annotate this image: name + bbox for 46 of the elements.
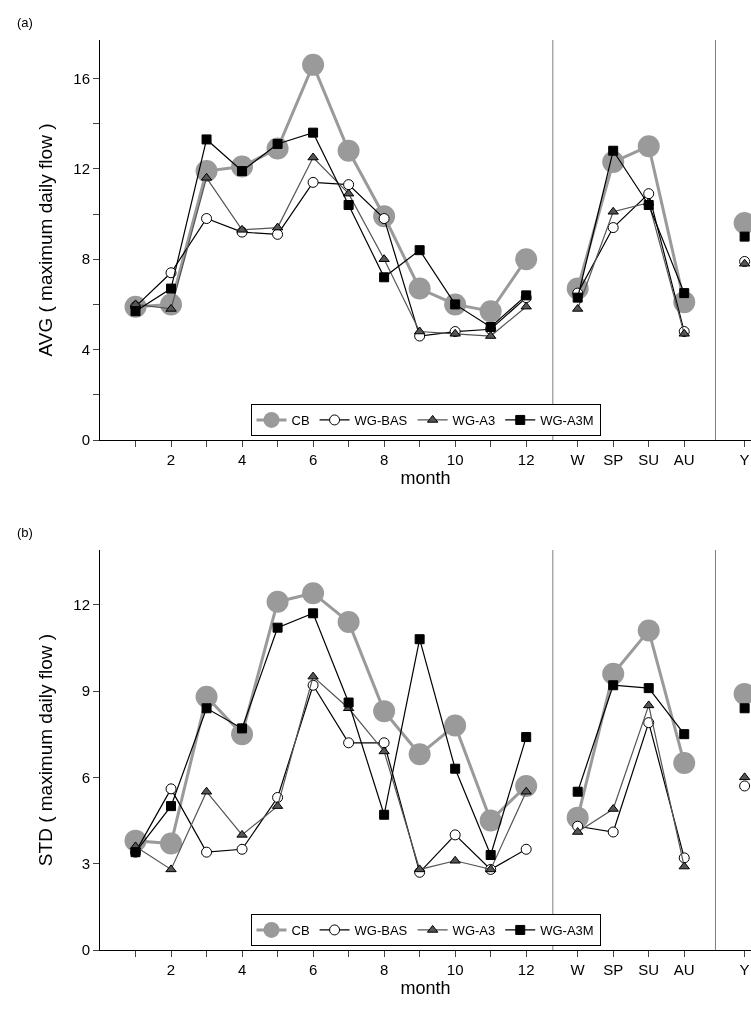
x-tick-label: W xyxy=(570,451,586,468)
x-tick-label: 10 xyxy=(446,961,464,978)
y-axis-title: AVG ( maximum daily flow ) xyxy=(35,123,56,357)
y-tick-label: 12 xyxy=(73,160,90,178)
legend-label: WG-A3M xyxy=(540,923,594,939)
x-tick-label: Y xyxy=(739,961,750,978)
y-tick-label: 0 xyxy=(81,941,90,959)
legend-label: WG-BAS xyxy=(354,923,408,939)
y-axis-title: STD ( maximum daily flow ) xyxy=(35,633,56,867)
x-tick-label: 8 xyxy=(379,451,389,468)
y-tick-label: 4 xyxy=(81,340,90,358)
y-tick-label: 9 xyxy=(81,682,90,700)
x-tick-label: SP xyxy=(603,451,624,468)
y-tick-label: 8 xyxy=(81,250,90,268)
legend-label: WG-BAS xyxy=(354,413,408,429)
x-tick-label: SU xyxy=(638,451,660,468)
x-tick-label: 4 xyxy=(237,961,247,978)
y-tick-label: 3 xyxy=(81,854,90,872)
y-tick-label: 12 xyxy=(73,595,90,613)
x-axis-title: month xyxy=(400,468,451,489)
x-tick-label: 6 xyxy=(308,451,318,468)
x-tick-label: 10 xyxy=(446,451,464,468)
text: (b) xyxy=(17,525,33,540)
y-tick-label: 6 xyxy=(81,768,90,786)
x-tick-label: 12 xyxy=(517,451,535,468)
x-tick-label: 4 xyxy=(237,451,247,468)
x-tick-label: SP xyxy=(603,961,624,978)
legend-label: WG-A3M xyxy=(540,413,594,429)
text: (a) xyxy=(17,15,33,30)
x-tick-label: SU xyxy=(638,961,660,978)
x-axis-title: month xyxy=(400,978,451,999)
x-tick-label: 2 xyxy=(166,451,176,468)
x-tick-label: 12 xyxy=(517,961,535,978)
y-tick-label: 16 xyxy=(73,69,90,87)
legend-label: CB xyxy=(291,413,310,429)
x-tick-label: W xyxy=(570,961,586,978)
legend-label: WG-A3 xyxy=(452,923,496,939)
x-tick-label: 2 xyxy=(166,961,176,978)
y-tick-label: 0 xyxy=(81,431,90,449)
x-tick-label: Y xyxy=(739,451,750,468)
x-tick-label: AU xyxy=(673,451,695,468)
legend-label: WG-A3 xyxy=(452,413,496,429)
x-tick-label: 6 xyxy=(308,961,318,978)
x-tick-label: AU xyxy=(673,961,695,978)
legend-label: CB xyxy=(291,923,310,939)
x-tick-label: 8 xyxy=(379,961,389,978)
